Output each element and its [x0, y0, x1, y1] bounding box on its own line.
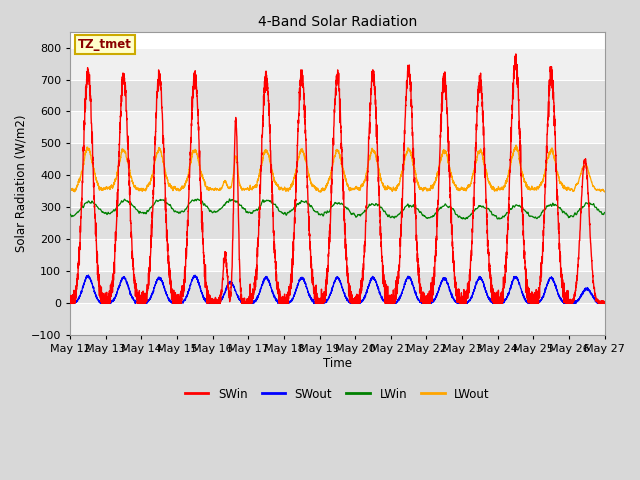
Text: TZ_tmet: TZ_tmet	[78, 38, 132, 51]
Legend: SWin, SWout, LWin, LWout: SWin, SWout, LWin, LWout	[180, 383, 495, 405]
Bar	[70, 240, 605, 271]
Bar	[70, 271, 605, 303]
Bar	[70, 48, 605, 80]
Y-axis label: Solar Radiation (W/m2): Solar Radiation (W/m2)	[15, 115, 28, 252]
Bar	[70, 144, 605, 175]
Bar	[70, 80, 605, 111]
Bar	[70, 207, 605, 240]
Bar	[70, 303, 605, 336]
Title: 4-Band Solar Radiation: 4-Band Solar Radiation	[258, 15, 417, 29]
X-axis label: Time: Time	[323, 357, 352, 370]
Bar	[70, 111, 605, 144]
Bar	[70, 175, 605, 207]
